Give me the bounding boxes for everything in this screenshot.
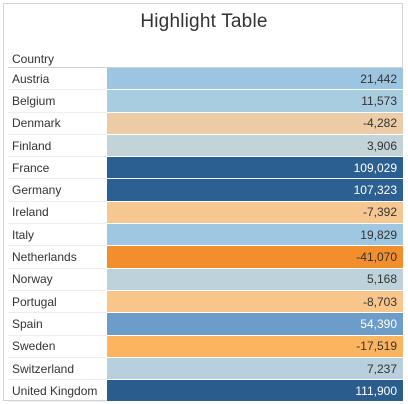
table-row: Austria 21,442: [8, 68, 403, 91]
value-cell: 54,390: [107, 313, 403, 336]
value-cell: 109,029: [107, 157, 403, 180]
table-row: Denmark -4,282: [8, 112, 403, 135]
chart-title: Highlight Table: [140, 11, 268, 32]
country-label: Austria: [8, 68, 107, 91]
country-label: France: [8, 157, 107, 180]
table-row: Finland 3,906: [8, 134, 403, 158]
value-cell: -17,519: [107, 335, 403, 358]
table-row: Switzerland 7,237: [8, 357, 403, 381]
value-cell: 5,168: [107, 268, 403, 291]
country-label: Italy: [8, 224, 107, 247]
value-cell: 7,237: [107, 357, 403, 381]
value-cell: 21,442: [107, 68, 403, 91]
country-label: Denmark: [8, 113, 107, 135]
value-cell: -41,070: [107, 246, 403, 269]
header-divider: [8, 67, 403, 68]
country-label: Finland: [8, 135, 107, 158]
table-row: Italy 19,829: [8, 224, 403, 247]
table-row: France 109,029: [8, 157, 403, 180]
country-label: Ireland: [8, 202, 107, 225]
table-row: United Kingdom 111,900: [8, 380, 403, 403]
table-row: Germany 107,323: [8, 179, 403, 202]
value-cell: -7,392: [107, 201, 403, 225]
column-header-country: Country: [12, 52, 55, 66]
table-row: Portugal -8,703: [8, 290, 403, 314]
highlight-table: Austria 21,442 Belgium 11,573 Denmark -4,282 F…: [8, 68, 403, 403]
country-label: United Kingdom: [8, 380, 107, 403]
table-row: Sweden -17,519: [8, 335, 403, 358]
country-label: Netherlands: [8, 246, 107, 269]
country-label: Portugal: [8, 291, 107, 314]
table-row: Ireland -7,392: [8, 201, 403, 225]
chart-frame: Highlight Table Country Austria 21,442 Bel…: [3, 3, 403, 403]
country-label: Spain: [8, 313, 107, 336]
country-label: Belgium: [8, 90, 107, 113]
value-cell: -4,282: [107, 112, 403, 135]
table-row: Netherlands -41,070: [8, 246, 403, 269]
value-cell: 11,573: [107, 90, 403, 113]
country-label: Switzerland: [8, 358, 107, 381]
value-cell: 107,323: [107, 179, 403, 202]
value-cell: 111,900: [107, 380, 403, 403]
value-cell: 3,906: [107, 134, 403, 158]
table-row: Spain 54,390: [8, 313, 403, 336]
table-row: Belgium 11,573: [8, 90, 403, 113]
table-row: Norway 5,168: [8, 268, 403, 291]
country-label: Norway: [8, 269, 107, 291]
value-cell: 19,829: [107, 224, 403, 247]
country-label: Germany: [8, 179, 107, 202]
country-label: Sweden: [8, 336, 107, 358]
value-cell: -8,703: [107, 290, 403, 314]
